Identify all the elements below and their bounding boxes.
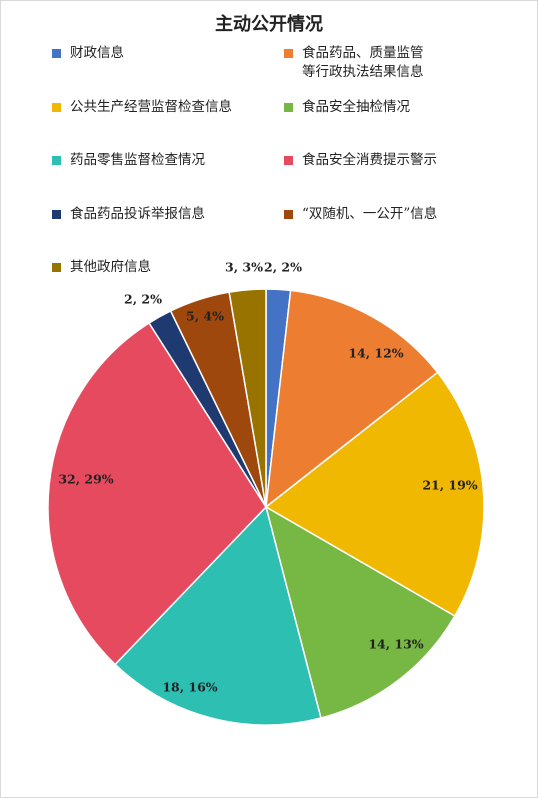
legend-label: 食品安全消费提示警示 [302,152,437,168]
legend-swatch [52,103,61,112]
pie-slice [264,505,456,719]
data-label: 32, 29% [58,472,113,487]
legend-label: 食品药品、质量监管 等行政执法结果信息 [302,45,424,80]
pie-slice [264,371,485,618]
data-label: 21, 19% [422,478,477,493]
legend-label: “双随机、一公开”信息 [302,206,438,222]
legend-label: 食品安全抽检情况 [302,99,410,115]
legend-label: 其他政府信息 [70,259,151,275]
data-label: 14, 13% [368,637,423,652]
chart-title: 主动公开情况 [215,14,323,35]
legend-label: 财政信息 [70,45,124,61]
data-label: 2, 2% [264,260,302,275]
legend-swatch [284,103,293,112]
legend-swatch [284,156,293,165]
data-label: 3, 3% [225,260,263,275]
legend-swatch [52,263,61,272]
legend-swatch [52,156,61,165]
legend-swatch [52,210,61,219]
data-label: 5, 4% [186,309,224,324]
pie-slice [265,289,439,509]
legend-swatch [284,49,293,58]
pie-slice [228,288,267,508]
legend-label: 药品零售监督检查情况 [70,152,205,168]
legend-label: 食品药品投诉举报信息 [70,206,205,222]
legend-label: 公共生产经营监督检查信息 [70,99,232,115]
pie-slice [114,505,322,726]
legend: 财政信息 食品药品、质量监管 等行政执法结果信息公共生产经营监督检查信息 食品安全抽… [0,0,538,290]
data-label: 2, 2% [124,292,162,307]
data-label: 14, 12% [348,346,403,361]
data-label: 18, 16% [162,680,217,695]
legend-swatch [284,210,293,219]
legend-swatch [52,49,61,58]
pie-slice [47,321,267,666]
